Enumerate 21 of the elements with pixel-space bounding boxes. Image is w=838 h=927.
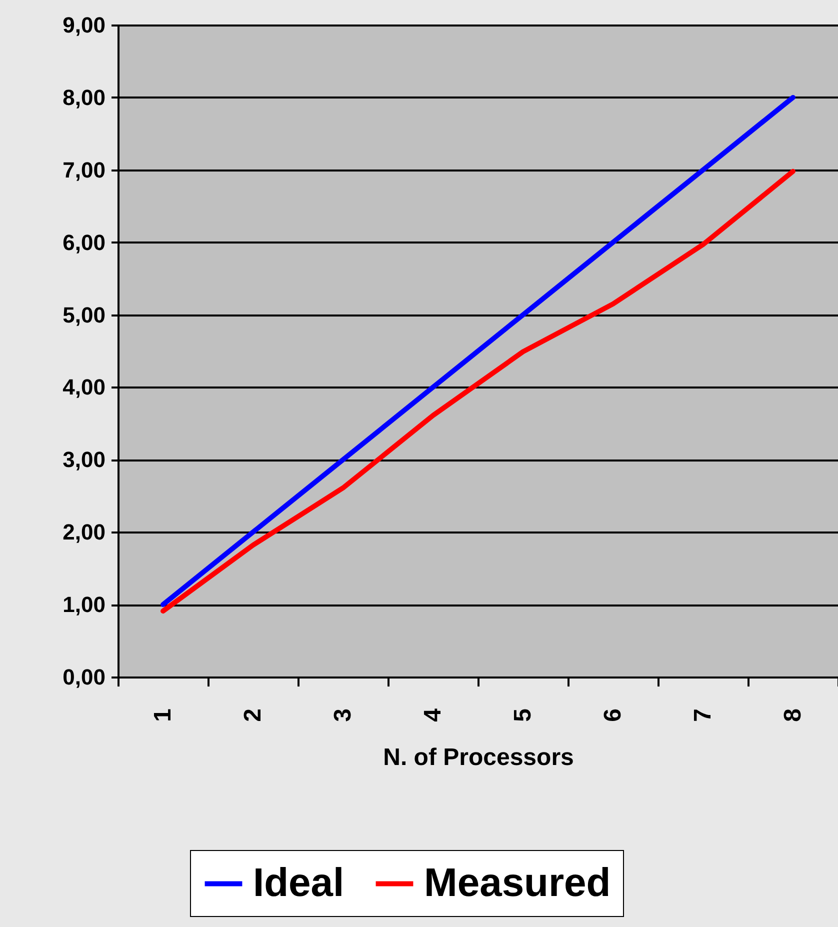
y-tick-label: 8,00	[62, 84, 106, 110]
x-tick-label: 4	[420, 708, 446, 722]
x-tick-label: 2	[240, 708, 266, 722]
x-tick-label: 1	[150, 708, 176, 722]
x-axis-title: N. of Processors	[383, 744, 574, 771]
x-tick-label: 5	[510, 708, 536, 722]
y-tick-label: 0,00	[62, 664, 106, 690]
y-tick-label: 7,00	[62, 157, 106, 182]
y-tick-label: 4,00	[62, 374, 106, 400]
x-tick-label: 6	[600, 708, 626, 722]
legend-label: Measured	[424, 860, 611, 905]
y-tick-label: 2,00	[62, 520, 106, 545]
y-tick-label: 1,00	[62, 592, 106, 618]
y-tick-label: 3,00	[62, 447, 106, 472]
x-tick-label: 7	[690, 708, 716, 722]
x-tick-label: 8	[780, 708, 806, 722]
y-tick-label: 9,00	[62, 12, 106, 38]
legend-label: Ideal	[253, 860, 344, 905]
y-tick-label: 6,00	[62, 230, 106, 255]
x-tick-label: 3	[330, 708, 356, 722]
y-tick-label: 5,00	[62, 302, 106, 328]
